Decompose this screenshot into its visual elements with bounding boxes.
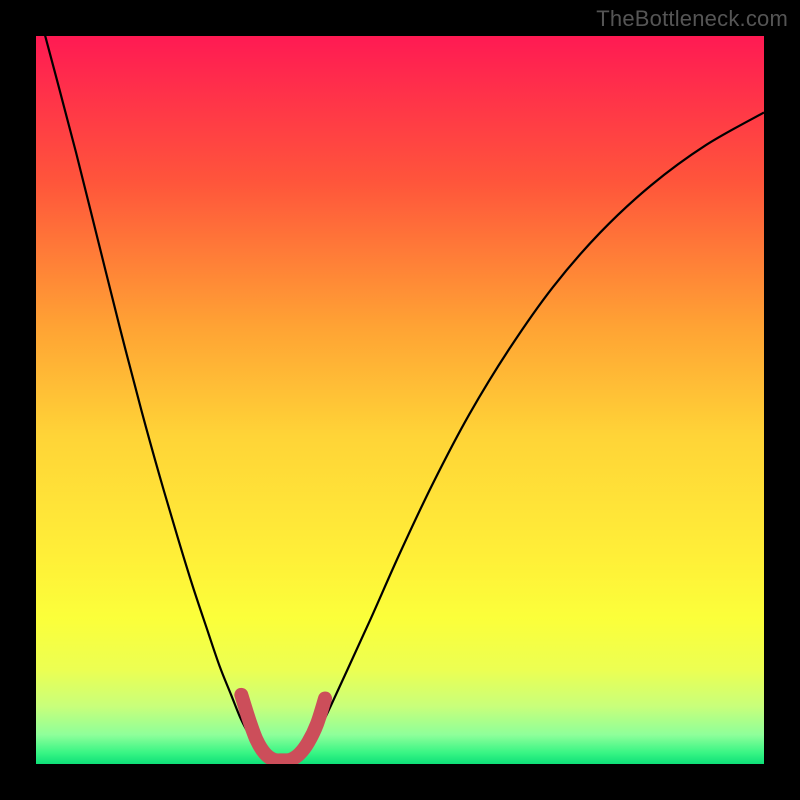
plot-area <box>36 36 764 764</box>
gradient-background <box>36 36 764 764</box>
plot-svg <box>36 36 764 764</box>
chart-container: TheBottleneck.com <box>0 0 800 800</box>
watermark-text: TheBottleneck.com <box>596 6 788 32</box>
